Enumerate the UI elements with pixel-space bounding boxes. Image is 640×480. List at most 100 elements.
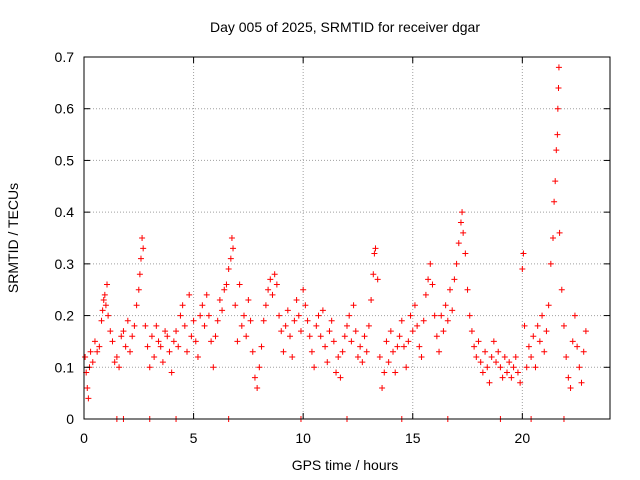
data-point — [230, 245, 237, 252]
data-point — [302, 302, 309, 309]
data-point — [363, 348, 370, 355]
data-point — [523, 364, 530, 371]
x-tick-label: 0 — [80, 430, 88, 446]
data-point — [525, 343, 532, 350]
grid-layer — [84, 57, 610, 419]
data-point — [295, 312, 302, 319]
data-point — [308, 348, 315, 355]
data-point — [99, 307, 106, 314]
data-point — [113, 353, 120, 360]
data-point — [262, 302, 269, 309]
data-point — [571, 312, 578, 319]
data-point — [164, 333, 171, 340]
data-point — [208, 338, 215, 345]
data-point — [124, 317, 131, 324]
data-point — [499, 374, 506, 381]
data-point — [265, 286, 272, 293]
data-point — [519, 266, 526, 273]
data-point — [104, 281, 111, 288]
data-point — [203, 291, 210, 298]
data-point — [361, 333, 368, 340]
data-point — [313, 322, 320, 329]
data-point — [326, 328, 333, 335]
data-point — [436, 348, 443, 355]
data-point — [120, 328, 127, 335]
data-point — [414, 322, 421, 329]
data-point — [151, 353, 158, 360]
data-point — [111, 359, 118, 366]
data-point — [184, 348, 191, 355]
data-point — [166, 348, 173, 355]
data-point — [396, 333, 403, 340]
data-point — [368, 297, 375, 304]
data-point — [140, 245, 147, 252]
data-point — [357, 343, 364, 350]
data-point — [159, 359, 166, 366]
data-point — [162, 328, 169, 335]
data-point — [553, 147, 560, 154]
data-point — [322, 343, 329, 350]
data-point — [486, 379, 493, 386]
data-point — [293, 297, 300, 304]
data-point — [245, 297, 252, 304]
data-point — [440, 328, 447, 335]
data-point — [251, 374, 258, 381]
data-point — [506, 359, 513, 366]
data-point — [379, 384, 386, 391]
data-point — [473, 353, 480, 360]
data-point — [385, 359, 392, 366]
data-point — [359, 359, 366, 366]
data-point — [179, 302, 186, 309]
data-point — [442, 302, 449, 309]
data-point — [422, 291, 429, 298]
data-point — [177, 312, 184, 319]
data-point — [565, 374, 572, 381]
data-point — [84, 384, 91, 391]
data-point — [348, 338, 355, 345]
data-point — [133, 302, 140, 309]
data-point — [482, 348, 489, 355]
data-point — [271, 271, 278, 278]
data-point — [520, 250, 527, 257]
data-point — [488, 353, 495, 360]
y-tick-label: 0.7 — [55, 49, 75, 65]
data-point — [122, 343, 129, 350]
data-point — [89, 359, 96, 366]
data-point — [129, 333, 136, 340]
data-point — [365, 322, 372, 329]
data-point — [453, 260, 460, 267]
data-point — [116, 364, 123, 371]
data-point — [464, 286, 471, 293]
data-point — [344, 322, 350, 329]
data-point — [455, 240, 462, 247]
data-point — [418, 353, 425, 360]
data-point — [82, 353, 89, 360]
data-point — [383, 338, 390, 345]
data-point — [243, 333, 250, 340]
data-point — [256, 364, 263, 371]
data-point — [381, 369, 388, 376]
data-point — [534, 322, 541, 329]
data-point — [457, 219, 464, 226]
data-point — [416, 343, 423, 350]
data-point — [451, 276, 458, 283]
data-point — [459, 209, 466, 216]
data-point — [429, 281, 436, 288]
data-point — [567, 384, 574, 391]
data-point — [127, 348, 134, 355]
data-point — [545, 302, 552, 309]
data-point — [477, 359, 484, 366]
data-point — [153, 322, 160, 329]
data-point — [433, 333, 440, 340]
data-point — [555, 85, 562, 92]
data-point — [503, 369, 510, 376]
data-point — [495, 348, 502, 355]
data-point — [409, 328, 416, 335]
data-point — [528, 353, 535, 360]
data-point — [580, 348, 587, 355]
data-point — [173, 328, 180, 335]
y-tick-label: 0.2 — [55, 308, 75, 324]
data-point — [460, 229, 467, 236]
data-point — [403, 364, 410, 371]
data-point — [192, 338, 199, 345]
